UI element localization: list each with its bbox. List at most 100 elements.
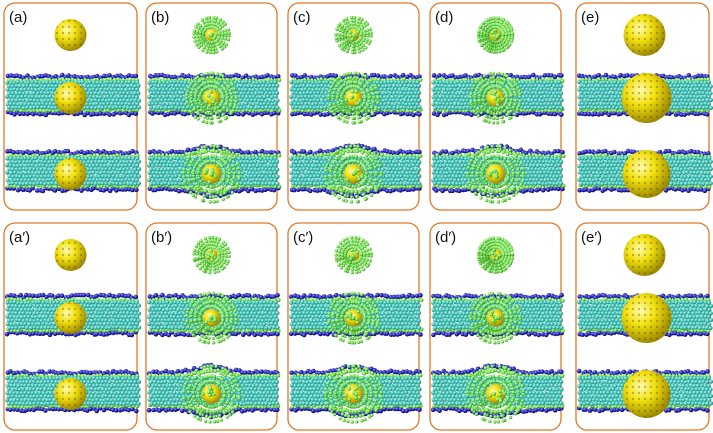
ligand-bead — [324, 174, 328, 179]
lipid-tail-bead — [380, 105, 385, 110]
lipid-tail-bead — [525, 163, 530, 168]
lipid-tail-bead — [48, 94, 53, 99]
ligand-bead — [221, 20, 225, 24]
lipid-tail-bead — [93, 105, 98, 110]
lipid-tail-bead — [14, 105, 19, 110]
lipid-tail-bead — [109, 155, 115, 161]
ligand-bead — [336, 163, 340, 167]
lipid-tail-bead — [275, 83, 280, 88]
ligand-bead — [337, 75, 342, 80]
lipid-tail-bead — [161, 87, 166, 92]
lipid-tail-bead — [296, 156, 301, 161]
panel-label: (d) — [435, 9, 453, 26]
lipid-tail-bead — [114, 105, 119, 110]
lipid-tail-bead — [467, 79, 472, 85]
ligand-bead — [348, 30, 353, 34]
lipid-tail-bead — [114, 159, 120, 164]
lipid-tail-bead — [294, 105, 299, 110]
lipid-tail-bead — [448, 170, 454, 175]
ligand-bead — [198, 152, 203, 156]
ligand-bead — [339, 191, 344, 196]
lipid-tail-bead — [539, 170, 544, 175]
lipid-tail-bead — [163, 83, 168, 88]
ligand-bead — [219, 193, 223, 197]
lipid-tail-bead — [533, 181, 538, 186]
lipid-tail-bead — [433, 105, 438, 111]
ligand-bead — [216, 28, 220, 32]
ligand-bead — [473, 191, 478, 196]
lipid-tail-bead — [249, 181, 254, 187]
lipid-tail-bead — [253, 98, 258, 103]
ligand-bead — [501, 18, 506, 22]
lipid-tail-bead — [262, 80, 267, 85]
lipid-tail-bead — [174, 98, 179, 103]
lipid-tail-bead — [308, 174, 314, 179]
ligand-bead — [198, 30, 203, 35]
ligand-bead — [334, 166, 339, 170]
lipid-tail-bead — [102, 163, 107, 168]
lipid-tail-bead — [133, 97, 138, 103]
lipid-tail-bead — [266, 80, 271, 85]
lipid-tail-bead — [258, 80, 263, 85]
ligand-bead — [374, 188, 378, 193]
ligand-bead — [328, 103, 332, 107]
lipid-tail-bead — [16, 177, 21, 183]
ligand-bead — [370, 159, 375, 163]
lipid-tail-bead — [258, 94, 263, 100]
lipid-tail-bead — [251, 102, 256, 107]
lipid-tail-bead — [529, 181, 535, 186]
lipid-tail-bead — [431, 170, 436, 175]
lipid-tail-bead — [30, 87, 35, 92]
ligand-bead — [336, 181, 340, 186]
lipid-tail-bead — [237, 102, 242, 107]
lipid-tail-bead — [30, 80, 35, 85]
ligand-bead — [356, 71, 361, 76]
lipid-tail-bead — [127, 87, 133, 92]
lipid-tail-bead — [321, 94, 326, 100]
ligand-bead — [347, 22, 351, 27]
lipid-tail-bead — [256, 181, 261, 186]
ligand-bead — [228, 158, 232, 163]
ligand-bead — [222, 45, 227, 49]
lipid-tail-bead — [12, 87, 17, 92]
ligand-bead — [359, 32, 364, 36]
lipid-glycerol-bead — [467, 152, 472, 157]
lipid-head-bead — [133, 73, 139, 79]
lipid-tail-bead — [172, 94, 177, 100]
ligand-bead — [373, 165, 378, 169]
ligand-bead — [362, 146, 366, 150]
lipid-tail-bead — [274, 90, 280, 96]
ligand-bead — [333, 79, 338, 83]
ligand-bead — [190, 103, 195, 107]
lipid-tail-bead — [111, 98, 116, 103]
ligand-bead — [486, 194, 491, 198]
lipid-tail-bead — [242, 83, 248, 89]
ligand-bead — [221, 24, 225, 28]
ligand-bead — [232, 105, 237, 110]
lipid-tail-bead — [557, 80, 562, 85]
ligand-bead — [336, 115, 340, 120]
lipid-tail-bead — [80, 156, 86, 161]
lipid-tail-bead — [43, 90, 48, 96]
ligand-bead — [478, 93, 482, 98]
lipid-tail-bead — [10, 98, 15, 103]
ligand-bead — [208, 190, 213, 194]
lipid-tail-bead — [244, 79, 249, 85]
lipid-tail-bead — [431, 102, 436, 107]
lipid-tail-bead — [411, 163, 416, 168]
lipid-tail-bead — [104, 181, 109, 186]
lipid-tail-bead — [48, 163, 53, 169]
lipid-tail-bead — [458, 166, 463, 172]
lipid-tail-bead — [544, 173, 549, 179]
lipid-tail-bead — [12, 80, 17, 85]
lipid-head-bead — [11, 149, 16, 155]
lipid-tail-bead — [10, 181, 15, 186]
lipid-head-bead — [91, 111, 97, 117]
lipid-tail-bead — [98, 156, 103, 161]
ligand-bead — [223, 22, 227, 26]
lipid-tail-bead — [21, 174, 26, 179]
lipid-tail-bead — [167, 84, 172, 89]
lipid-head-bead — [411, 112, 416, 118]
ligand-bead — [357, 120, 362, 124]
ligand-bead — [183, 180, 187, 184]
